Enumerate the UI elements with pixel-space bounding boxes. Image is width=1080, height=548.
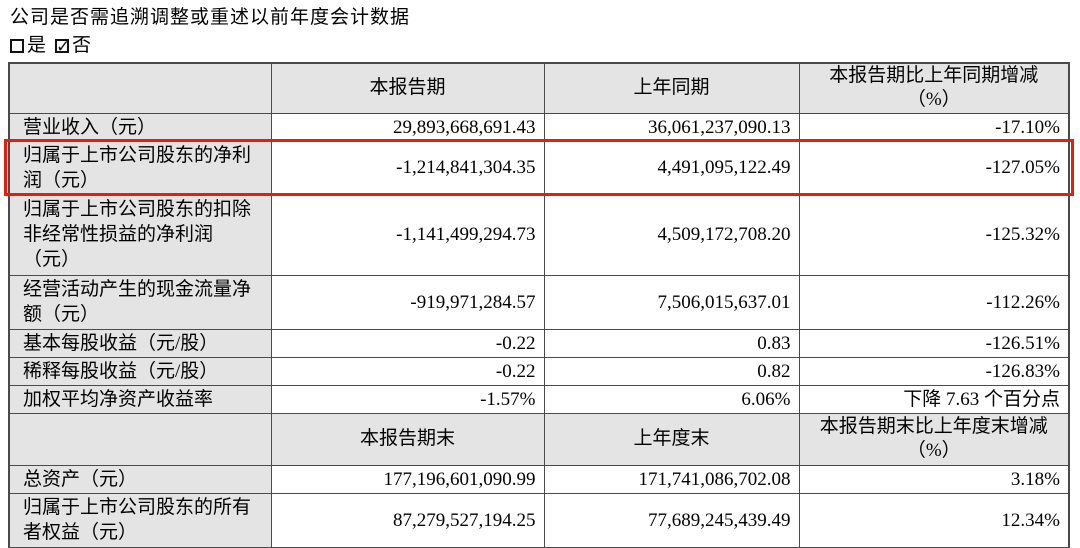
row-value: 77,689,245,439.49 [543,492,800,548]
restate-option-yes[interactable]: 是 [10,33,46,59]
row-value: -127.05% [798,140,1070,195]
row-value: -1.57% [270,384,545,414]
restate-option-no[interactable]: 否 [55,33,92,60]
row-value: -126.51% [798,328,1070,358]
row-value: 下降 7.63 个百分点 [798,384,1070,414]
table-row: 归属于上市公司股东的所有者权益（元） 87,279,527,194.25 77,68… [8,492,1070,548]
row-value: -17.10% [798,112,1070,142]
row-value: 4,509,172,708.20 [543,193,800,276]
row-value: 3.18% [798,464,1070,494]
header-cell: 本报告期末比上年度末增减（%） [798,412,1070,466]
row-value: 36,061,237,090.13 [543,112,800,142]
table-row: 稀释每股收益（元/股） -0.22 0.82 -126.83% [8,356,1070,386]
row-label: 营业收入（元） [8,112,272,142]
checkbox-checked-icon[interactable] [55,34,70,60]
table-row: 营业收入（元） 29,893,668,691.43 36,061,237,090.1… [8,112,1070,142]
restate-option-label: 是 [27,35,47,56]
row-value: -112.26% [798,274,1070,330]
summary-table: 本报告期 上年同期 本报告期比上年同期增减（%） 营业收入（元） 29,893,668,… [8,62,1070,548]
header-cell: 本报告期末 [270,412,545,466]
row-value: -126.83% [798,356,1070,386]
row-label: 归属于上市公司股东的所有者权益（元） [8,492,272,548]
header-cell: 本报告期 [270,62,545,114]
header-cell: 本报告期比上年同期增减（%） [798,62,1070,114]
row-value: -0.22 [270,328,545,358]
table-row: 总资产（元） 177,196,601,090.99 171,741,086,702.… [8,464,1070,494]
table-row: 加权平均净资产收益率 -1.57% 6.06% 下降 7.63 个百分点 [8,384,1070,414]
row-label: 稀释每股收益（元/股） [8,356,272,386]
row-value: -125.32% [798,193,1070,276]
row-label: 总资产（元） [8,464,272,494]
row-value: -919,971,284.57 [270,274,545,330]
row-value: 0.82 [543,356,800,386]
row-value: 6.06% [543,384,800,414]
restate-question-text: 公司是否需追溯调整或重述以前年度会计数据 [10,7,411,28]
row-value: -1,214,841,304.35 [270,140,545,195]
row-label: 经营活动产生的现金流量净额（元） [8,274,272,330]
row-value: 177,196,601,090.99 [270,464,545,494]
row-label: 基本每股收益（元/股） [8,328,272,358]
row-value: 7,506,015,637.01 [543,274,800,330]
table-header-row: 本报告期 上年同期 本报告期比上年同期增减（%） [8,62,1070,114]
table-row: 经营活动产生的现金流量净额（元） -919,971,284.57 7,506,015… [8,274,1070,330]
table-row: 归属于上市公司股东的扣除非经常性损益的净利润（元） -1,141,499,294.… [8,193,1070,276]
table-row: 基本每股收益（元/股） -0.22 0.83 -126.51% [8,328,1070,358]
row-label: 加权平均净资产收益率 [8,384,272,414]
row-value: 87,279,527,194.25 [270,492,545,548]
row-value: 29,893,668,691.43 [270,112,545,142]
row-value: 171,741,086,702.08 [543,464,800,494]
row-value: 12.34% [798,492,1070,548]
header-cell-blank [8,412,272,466]
header-cell: 上年度末 [543,412,800,466]
checkbox-unchecked-icon[interactable] [10,39,24,53]
header-cell: 上年同期 [543,62,800,114]
row-value: -0.22 [270,356,545,386]
row-value: 4,491,095,122.49 [543,140,800,195]
row-label: 归属于上市公司股东的扣除非经常性损益的净利润（元） [8,193,272,276]
header-cell-blank [8,62,272,114]
restate-options: 是否 [10,33,92,60]
row-label: 归属于上市公司股东的净利润（元） [8,140,272,195]
row-value: -1,141,499,294.73 [270,193,545,276]
table-row: 归属于上市公司股东的净利润（元） -1,214,841,304.35 4,491,0… [8,140,1070,195]
restate-option-label: 否 [72,35,92,56]
row-value: 0.83 [543,328,800,358]
table-header-row: 本报告期末 上年度末 本报告期末比上年度末增减（%） [8,412,1070,466]
